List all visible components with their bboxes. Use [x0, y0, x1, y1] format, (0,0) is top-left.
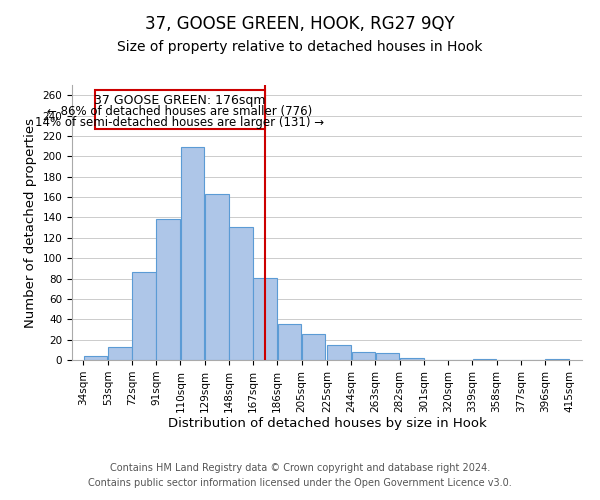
- Text: 14% of semi-detached houses are larger (131) →: 14% of semi-detached houses are larger (…: [35, 116, 325, 130]
- Bar: [328, 344, 351, 360]
- FancyBboxPatch shape: [95, 90, 265, 129]
- Bar: [205, 194, 229, 360]
- Bar: [108, 347, 131, 360]
- Bar: [545, 359, 569, 360]
- Y-axis label: Number of detached properties: Number of detached properties: [24, 118, 37, 328]
- Bar: [376, 353, 400, 360]
- Bar: [400, 358, 424, 360]
- Bar: [84, 356, 107, 360]
- Text: Size of property relative to detached houses in Hook: Size of property relative to detached ho…: [117, 40, 483, 54]
- Text: Contains HM Land Registry data © Crown copyright and database right 2024.
Contai: Contains HM Land Registry data © Crown c…: [88, 462, 512, 487]
- Bar: [253, 278, 277, 360]
- Bar: [278, 324, 301, 360]
- Text: 37 GOOSE GREEN: 176sqm: 37 GOOSE GREEN: 176sqm: [94, 94, 265, 107]
- X-axis label: Distribution of detached houses by size in Hook: Distribution of detached houses by size …: [167, 418, 487, 430]
- Text: 37, GOOSE GREEN, HOOK, RG27 9QY: 37, GOOSE GREEN, HOOK, RG27 9QY: [145, 15, 455, 33]
- Bar: [302, 334, 325, 360]
- Text: ← 86% of detached houses are smaller (776): ← 86% of detached houses are smaller (77…: [47, 105, 313, 118]
- Bar: [157, 220, 180, 360]
- Bar: [181, 147, 204, 360]
- Bar: [132, 272, 156, 360]
- Bar: [473, 359, 496, 360]
- Bar: [352, 352, 375, 360]
- Bar: [229, 226, 253, 360]
